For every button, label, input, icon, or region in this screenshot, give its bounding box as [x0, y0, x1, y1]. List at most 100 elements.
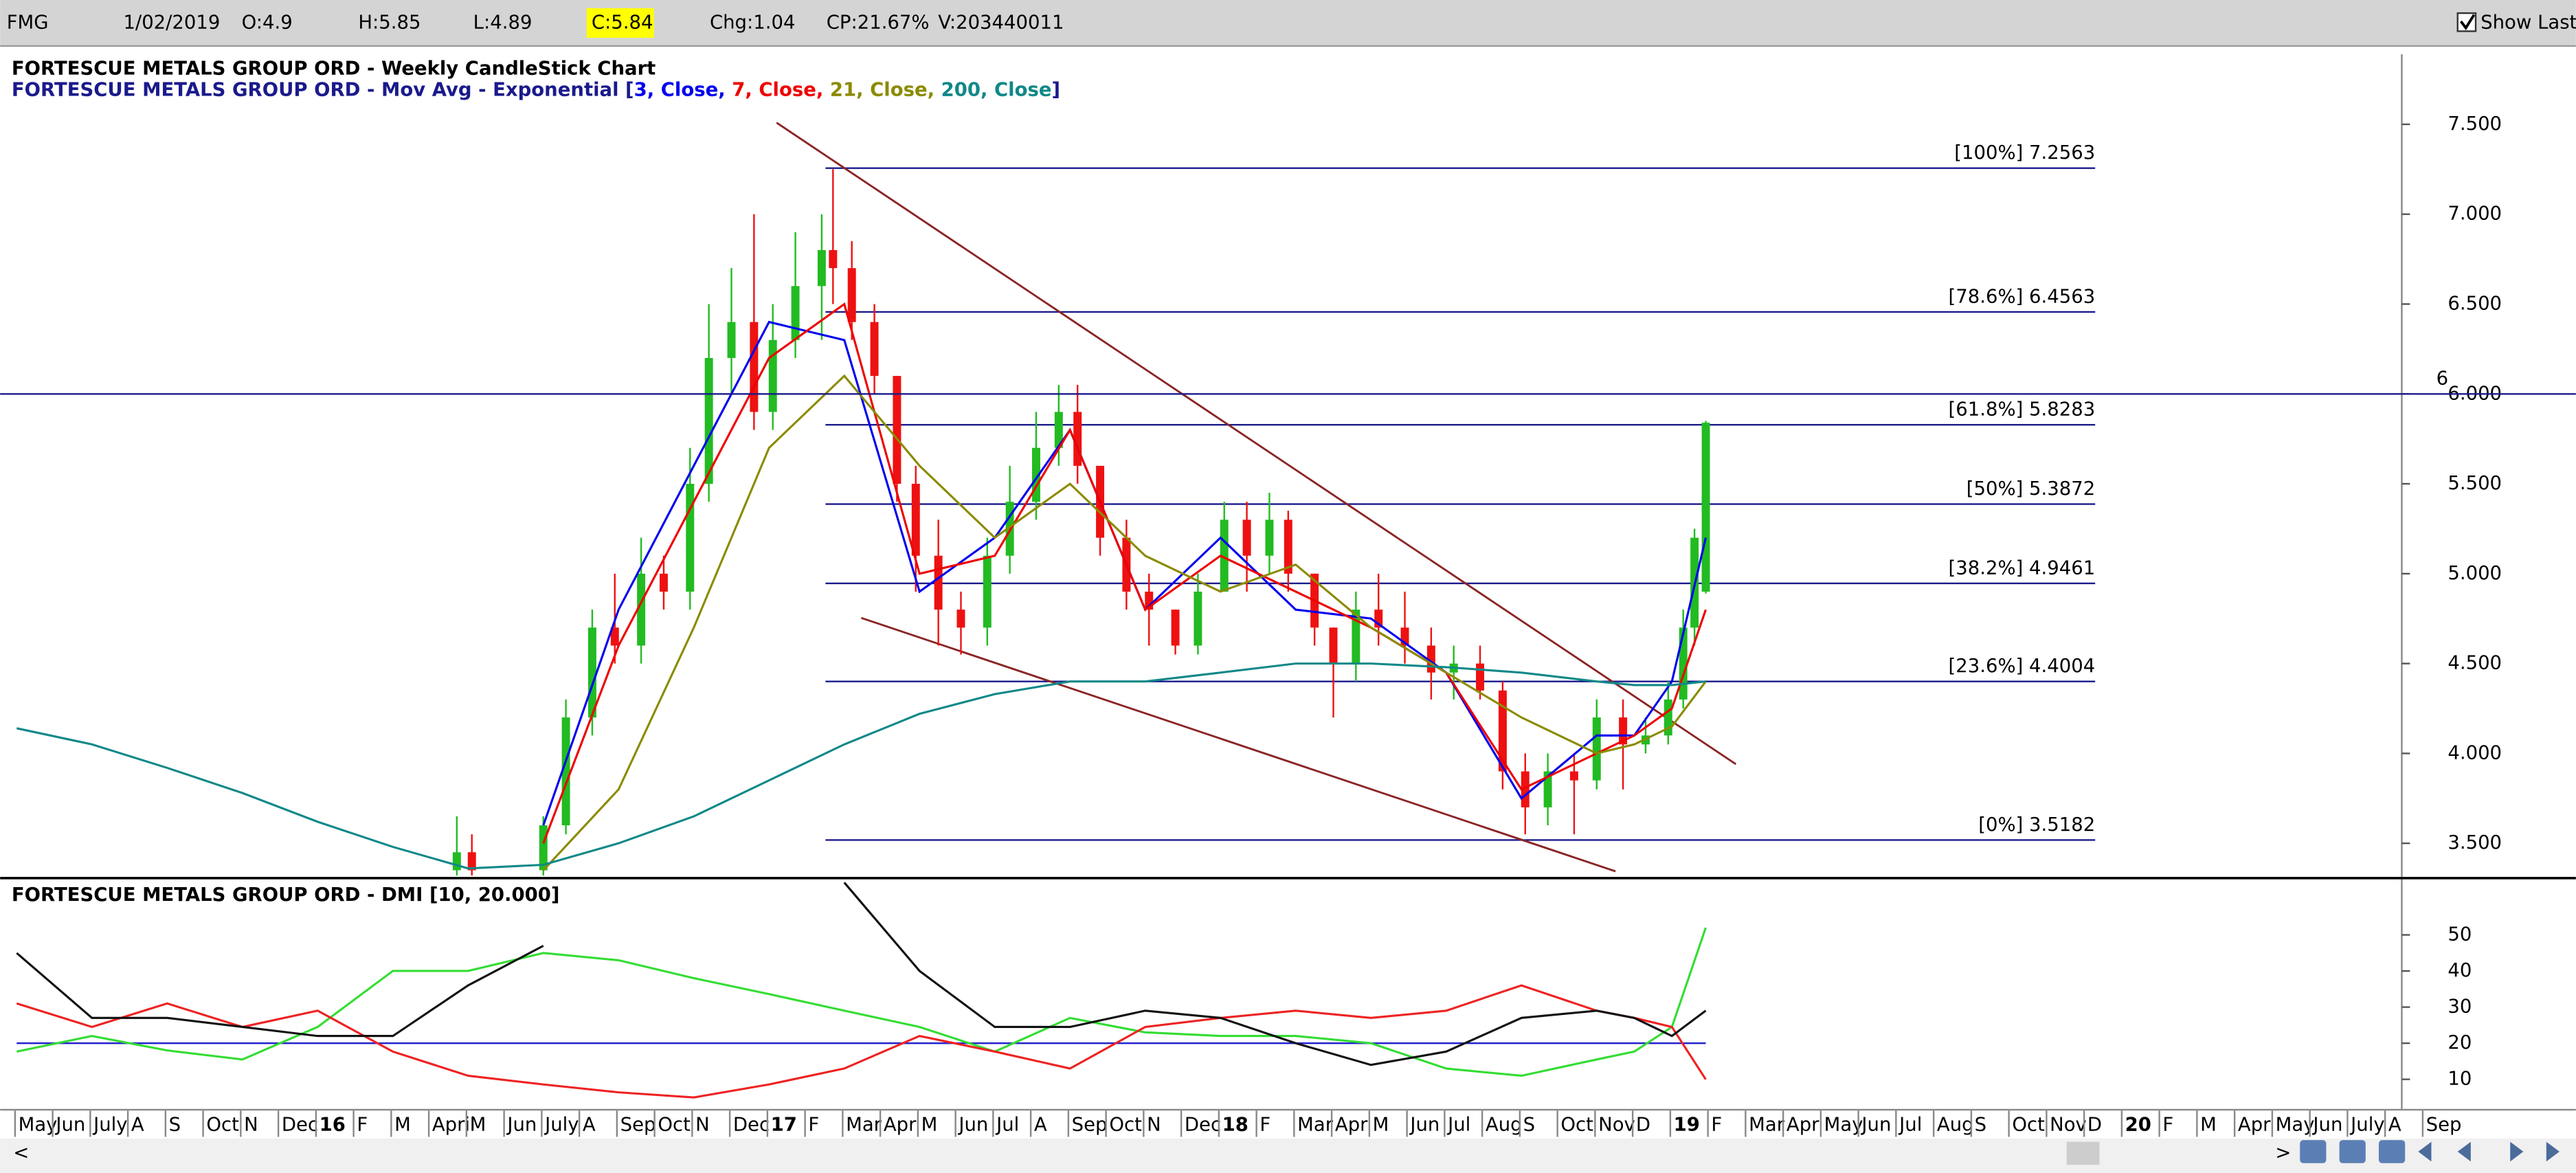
candle-body — [452, 852, 461, 871]
candle-body — [1145, 591, 1154, 610]
scroll-start-button[interactable] — [2418, 1141, 2432, 1162]
y-tick-label: 3.500 — [2448, 831, 2502, 853]
candle-body — [768, 339, 777, 412]
y-tick-label: 7.500 — [2448, 113, 2502, 135]
candle-body — [1374, 610, 1383, 628]
time-label: Oct — [658, 1114, 691, 1136]
time-label: Jun — [957, 1114, 988, 1136]
candle-body — [1242, 520, 1251, 556]
time-label: Mar — [1297, 1114, 1334, 1136]
price-plot — [16, 122, 2096, 876]
candle-body — [817, 250, 826, 287]
time-label: Apr — [884, 1114, 917, 1136]
time-label: Apr — [1787, 1114, 1819, 1136]
ema-legend: FORTESCUE METALS GROUP ORD - Mov Avg - E… — [12, 78, 1060, 100]
candle-body — [1400, 627, 1409, 646]
y-tick-label: 40 — [2448, 959, 2472, 981]
time-label: Sep — [2426, 1114, 2462, 1136]
low: L:4.89 — [473, 11, 533, 33]
candle-body — [1352, 610, 1360, 664]
y-tick-label: 4.500 — [2448, 652, 2502, 674]
checkmark — [2459, 14, 2476, 31]
trendline — [776, 122, 1737, 766]
candle-body — [1329, 627, 1338, 664]
time-label: Jul — [995, 1114, 1019, 1136]
time-label: Jun — [1860, 1114, 1891, 1136]
scroll-left[interactable]: < — [13, 1141, 29, 1163]
show-last-label[interactable]: Show Last — [2480, 11, 2576, 33]
time-label: Dec — [1185, 1114, 1221, 1136]
candle-body — [983, 555, 992, 628]
dmi-plot — [16, 882, 1707, 1099]
candle-body — [1476, 663, 1485, 691]
time-label: 20 — [2125, 1114, 2151, 1136]
zoom-reset-button[interactable] — [2378, 1140, 2406, 1163]
time-label: N — [1147, 1114, 1161, 1136]
time-label: 17 — [771, 1114, 797, 1136]
y-tick-label: 7.000 — [2448, 203, 2502, 225]
candle-body — [1032, 447, 1040, 502]
y-tick-label: 4.000 — [2448, 741, 2502, 763]
open: O:4.9 — [242, 11, 293, 33]
series-line — [542, 374, 1707, 871]
time-label: F — [808, 1114, 819, 1136]
zoom-out-button[interactable] — [2339, 1140, 2366, 1163]
zoom-in-button[interactable] — [2300, 1140, 2327, 1163]
time-label: Dec — [733, 1114, 770, 1136]
candle-body — [847, 268, 856, 322]
time-label: A — [131, 1114, 144, 1136]
time-label: M — [394, 1114, 411, 1136]
candle-body — [934, 555, 943, 610]
time-label: July — [544, 1114, 579, 1136]
y-tick-label: 6.500 — [2448, 292, 2502, 314]
legend-entry: FORTESCUE METALS GROUP ORD - Mov Avg - E… — [12, 78, 634, 100]
time-label: Aug — [1486, 1114, 1523, 1136]
time-label: S — [169, 1114, 181, 1136]
change-pct: CP:21.67% — [827, 11, 930, 33]
series-line — [16, 984, 1707, 1099]
legend-entry: 21, Close, — [830, 78, 934, 100]
time-label: Dec — [282, 1114, 318, 1136]
time-label: Jun — [54, 1114, 85, 1136]
legend-entry: 7, Close, — [732, 78, 823, 100]
candle-body — [467, 852, 476, 871]
scroll-right[interactable]: > — [2275, 1141, 2291, 1163]
time-label: July — [2349, 1114, 2384, 1136]
price-chart-title: FORTESCUE METALS GROUP ORD - Weekly Cand… — [12, 57, 656, 79]
time-label: 18 — [1222, 1114, 1248, 1136]
time-label: Oct — [206, 1114, 239, 1136]
candle-body — [637, 573, 646, 646]
y-tick-label: 5.500 — [2448, 472, 2502, 494]
date: 1/02/2019 — [123, 11, 220, 33]
candle-body — [539, 825, 548, 871]
time-label: A — [583, 1114, 596, 1136]
y-tick-label: 10 — [2448, 1068, 2472, 1090]
time-label: Sep — [1072, 1114, 1108, 1136]
candle-body — [1284, 520, 1292, 574]
trendline — [860, 616, 1616, 873]
candle-body — [1265, 520, 1274, 556]
time-label: Jul — [1898, 1114, 1922, 1136]
time-label: July — [92, 1114, 127, 1136]
time-label: Jul — [1446, 1114, 1470, 1136]
time-label: M — [470, 1114, 486, 1136]
step-forward-button[interactable] — [2510, 1141, 2524, 1162]
candle-body — [686, 484, 695, 592]
candle-body — [1521, 771, 1530, 807]
time-label: Apr — [1335, 1114, 1368, 1136]
fib-label: [23.6%] 4.4004 — [1949, 655, 2096, 677]
time-label: May — [1824, 1114, 1863, 1136]
time-label: Nov — [2050, 1114, 2087, 1136]
candle-body — [791, 286, 800, 340]
scroll-end-button[interactable] — [2546, 1141, 2560, 1162]
series-line — [542, 302, 1707, 844]
time-label: A — [1034, 1114, 1047, 1136]
fib-label: [61.8%] 5.8283 — [1949, 399, 2096, 421]
time-label: 19 — [1674, 1114, 1700, 1136]
scroll-thumb[interactable] — [2066, 1141, 2100, 1165]
candle-body — [870, 322, 879, 377]
step-back-button[interactable] — [2457, 1141, 2471, 1162]
candle-body — [561, 717, 570, 826]
